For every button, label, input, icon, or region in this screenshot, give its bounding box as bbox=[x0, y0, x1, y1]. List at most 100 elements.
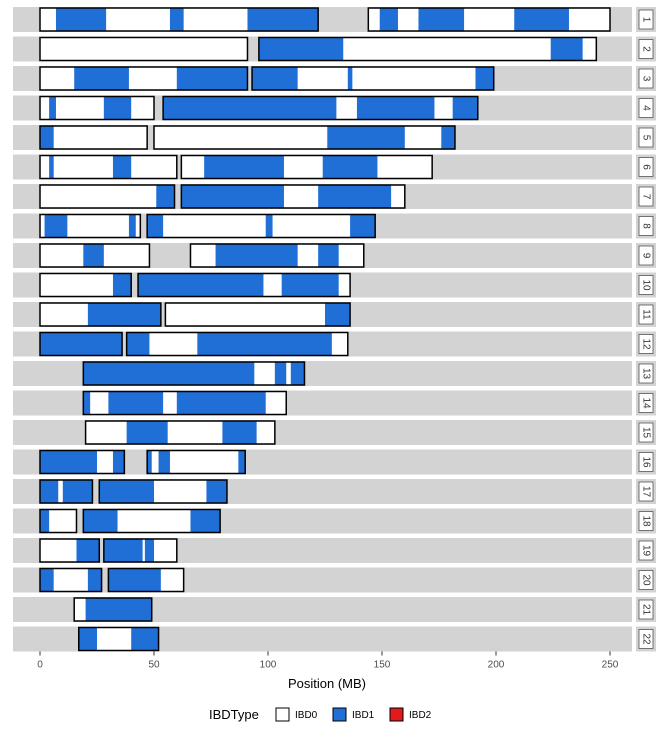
strip-box-chr4 bbox=[638, 98, 654, 118]
ibd1-segment-chr9-0 bbox=[83, 244, 104, 267]
block-outline-chr18-1 bbox=[82, 508, 221, 534]
ibd1-segment-chr10-1 bbox=[138, 273, 264, 297]
x-tick-label-250: 250 bbox=[602, 660, 619, 671]
block-outline-chr17-1 bbox=[98, 479, 228, 504]
block-outline-chr1-0 bbox=[39, 7, 319, 32]
x-tick-label-0: 0 bbox=[37, 660, 43, 671]
ibd0-block-chr4-0 bbox=[40, 96, 154, 120]
ibd1-segment-chr2-1 bbox=[550, 37, 583, 61]
strip-label-chr8: 8 bbox=[641, 223, 652, 229]
ibd1-segment-chr1-0 bbox=[55, 8, 107, 31]
block-outline-chr21-0 bbox=[73, 597, 153, 622]
block-outline-chr16-1 bbox=[146, 449, 246, 475]
ibd0-block-chr11-1 bbox=[165, 303, 351, 326]
ibd1-segment-chr4-0 bbox=[49, 96, 56, 120]
strip-label-chr3: 3 bbox=[641, 76, 652, 82]
strip-label-chr11: 11 bbox=[641, 309, 652, 320]
ibd1-segment-chr13-1 bbox=[274, 362, 287, 385]
block-outline-chr11-1 bbox=[164, 302, 351, 327]
ibd1-segment-chr5-2 bbox=[441, 126, 455, 149]
strip-box-chr17 bbox=[638, 481, 654, 502]
block-outline-chr20-0 bbox=[39, 567, 103, 593]
ibd0-block-chr6-0 bbox=[40, 155, 177, 179]
strip-label-chr5: 5 bbox=[641, 135, 652, 141]
ibd1-segment-chr17-0 bbox=[40, 480, 59, 503]
segment-blocks bbox=[39, 7, 611, 652]
strip-label-chr18: 18 bbox=[641, 515, 652, 527]
block-outline-chr19-0 bbox=[39, 538, 101, 563]
strip-box-chr20 bbox=[638, 570, 654, 590]
ibd1-segment-chr19-0 bbox=[76, 539, 100, 562]
strip-label-chr22: 22 bbox=[641, 633, 652, 645]
ibd1-segment-chr11-0 bbox=[87, 303, 161, 326]
ibd1-segment-chr2-0 bbox=[258, 37, 344, 61]
ibd0-block-chr10-0 bbox=[40, 273, 132, 297]
strip-box-chr15 bbox=[638, 422, 654, 443]
ibd1-segment-chr16-2 bbox=[147, 450, 152, 474]
ibd1-segment-chr13-0 bbox=[83, 362, 255, 385]
ibd1-segment-chr16-0 bbox=[40, 450, 97, 474]
ibd1-segment-chr4-3 bbox=[356, 96, 435, 120]
ibd1-segment-chr11-1 bbox=[325, 303, 351, 326]
ibd1-segment-chr5-1 bbox=[327, 126, 405, 149]
strip-box-chr8 bbox=[638, 216, 654, 236]
block-outline-chr5-0 bbox=[39, 125, 148, 150]
strip-label-chr12: 12 bbox=[641, 338, 652, 350]
strip-box-chr1 bbox=[638, 9, 654, 30]
block-outline-chr12-1 bbox=[125, 331, 349, 357]
ibd1-segment-chr6-1 bbox=[112, 155, 132, 179]
block-outline-chr18-0 bbox=[39, 508, 78, 534]
ibd1-segment-chr6-0 bbox=[49, 155, 54, 179]
legend-key-ibd1 bbox=[332, 707, 347, 722]
block-outline-chr11-0 bbox=[39, 302, 162, 327]
block-outline-chr7-0 bbox=[39, 184, 176, 209]
legend-label-ibd2: IBD2 bbox=[409, 710, 432, 721]
strip-label-chr6: 6 bbox=[641, 164, 652, 170]
block-outline-chr10-0 bbox=[39, 272, 132, 298]
ibd1-segment-chr7-2 bbox=[318, 185, 392, 208]
strip-box-chr18 bbox=[638, 511, 654, 531]
chromosome-track-20 bbox=[13, 567, 632, 593]
ibd1-segment-chr14-1 bbox=[108, 391, 164, 415]
strip-box-chr19 bbox=[638, 540, 654, 561]
ibd1-segment-chr13-2 bbox=[290, 362, 305, 385]
ibd0-block-chr8-1 bbox=[147, 214, 376, 238]
strip-label-chr21: 21 bbox=[641, 604, 652, 616]
strip-box-chr7 bbox=[638, 186, 654, 207]
block-outline-chr13-0 bbox=[82, 361, 306, 386]
strip-box-chr11 bbox=[638, 304, 654, 325]
strip-label-chr1: 1 bbox=[641, 17, 652, 23]
block-outline-chr5-1 bbox=[153, 125, 456, 150]
ibd1-segment-chr15-1 bbox=[222, 421, 257, 444]
strip-label-chr14: 14 bbox=[641, 397, 652, 409]
block-outline-chr19-1 bbox=[103, 538, 178, 563]
ibd0-block-chr5-0 bbox=[40, 126, 148, 149]
strip-label-chr17: 17 bbox=[641, 486, 652, 498]
ibd1-segment-chr20-1 bbox=[87, 568, 102, 592]
ibd1-segment-chr16-1 bbox=[112, 450, 125, 474]
ibd1-segment-chr12-2 bbox=[197, 332, 332, 356]
ibd1-segment-chr18-1 bbox=[83, 509, 118, 533]
legend: IBDType IBD0 IBD1 IBD2 bbox=[209, 707, 432, 722]
block-outline-chr9-0 bbox=[39, 243, 151, 268]
legend-key-ibd2 bbox=[389, 707, 404, 722]
strip-label-chr19: 19 bbox=[641, 545, 652, 557]
x-tick-label-150: 150 bbox=[374, 660, 391, 671]
ibd1-segment-chr15-0 bbox=[126, 421, 168, 444]
ibd1-segment-chr9-1 bbox=[215, 244, 298, 267]
block-outline-chr2-1 bbox=[258, 36, 598, 62]
ibd1-segment-chr8-3 bbox=[265, 214, 273, 238]
strip-label-chr10: 10 bbox=[641, 279, 652, 291]
strip-box-chr9 bbox=[638, 245, 654, 266]
block-outline-chr15-0 bbox=[84, 420, 276, 445]
strip-box-chr16 bbox=[638, 452, 654, 472]
block-outline-chr6-1 bbox=[180, 154, 433, 180]
ibd0-block-chr20-0 bbox=[40, 568, 102, 592]
ibd1-segment-chr22-1 bbox=[131, 627, 159, 651]
ibd0-block-chr2-0 bbox=[40, 37, 248, 61]
ibd1-segment-chr10-2 bbox=[281, 273, 339, 297]
ibd1-segment-chr21-0 bbox=[85, 598, 152, 621]
strip-box-chr12 bbox=[638, 334, 654, 354]
ibd1-segment-chr3-4 bbox=[475, 67, 494, 90]
